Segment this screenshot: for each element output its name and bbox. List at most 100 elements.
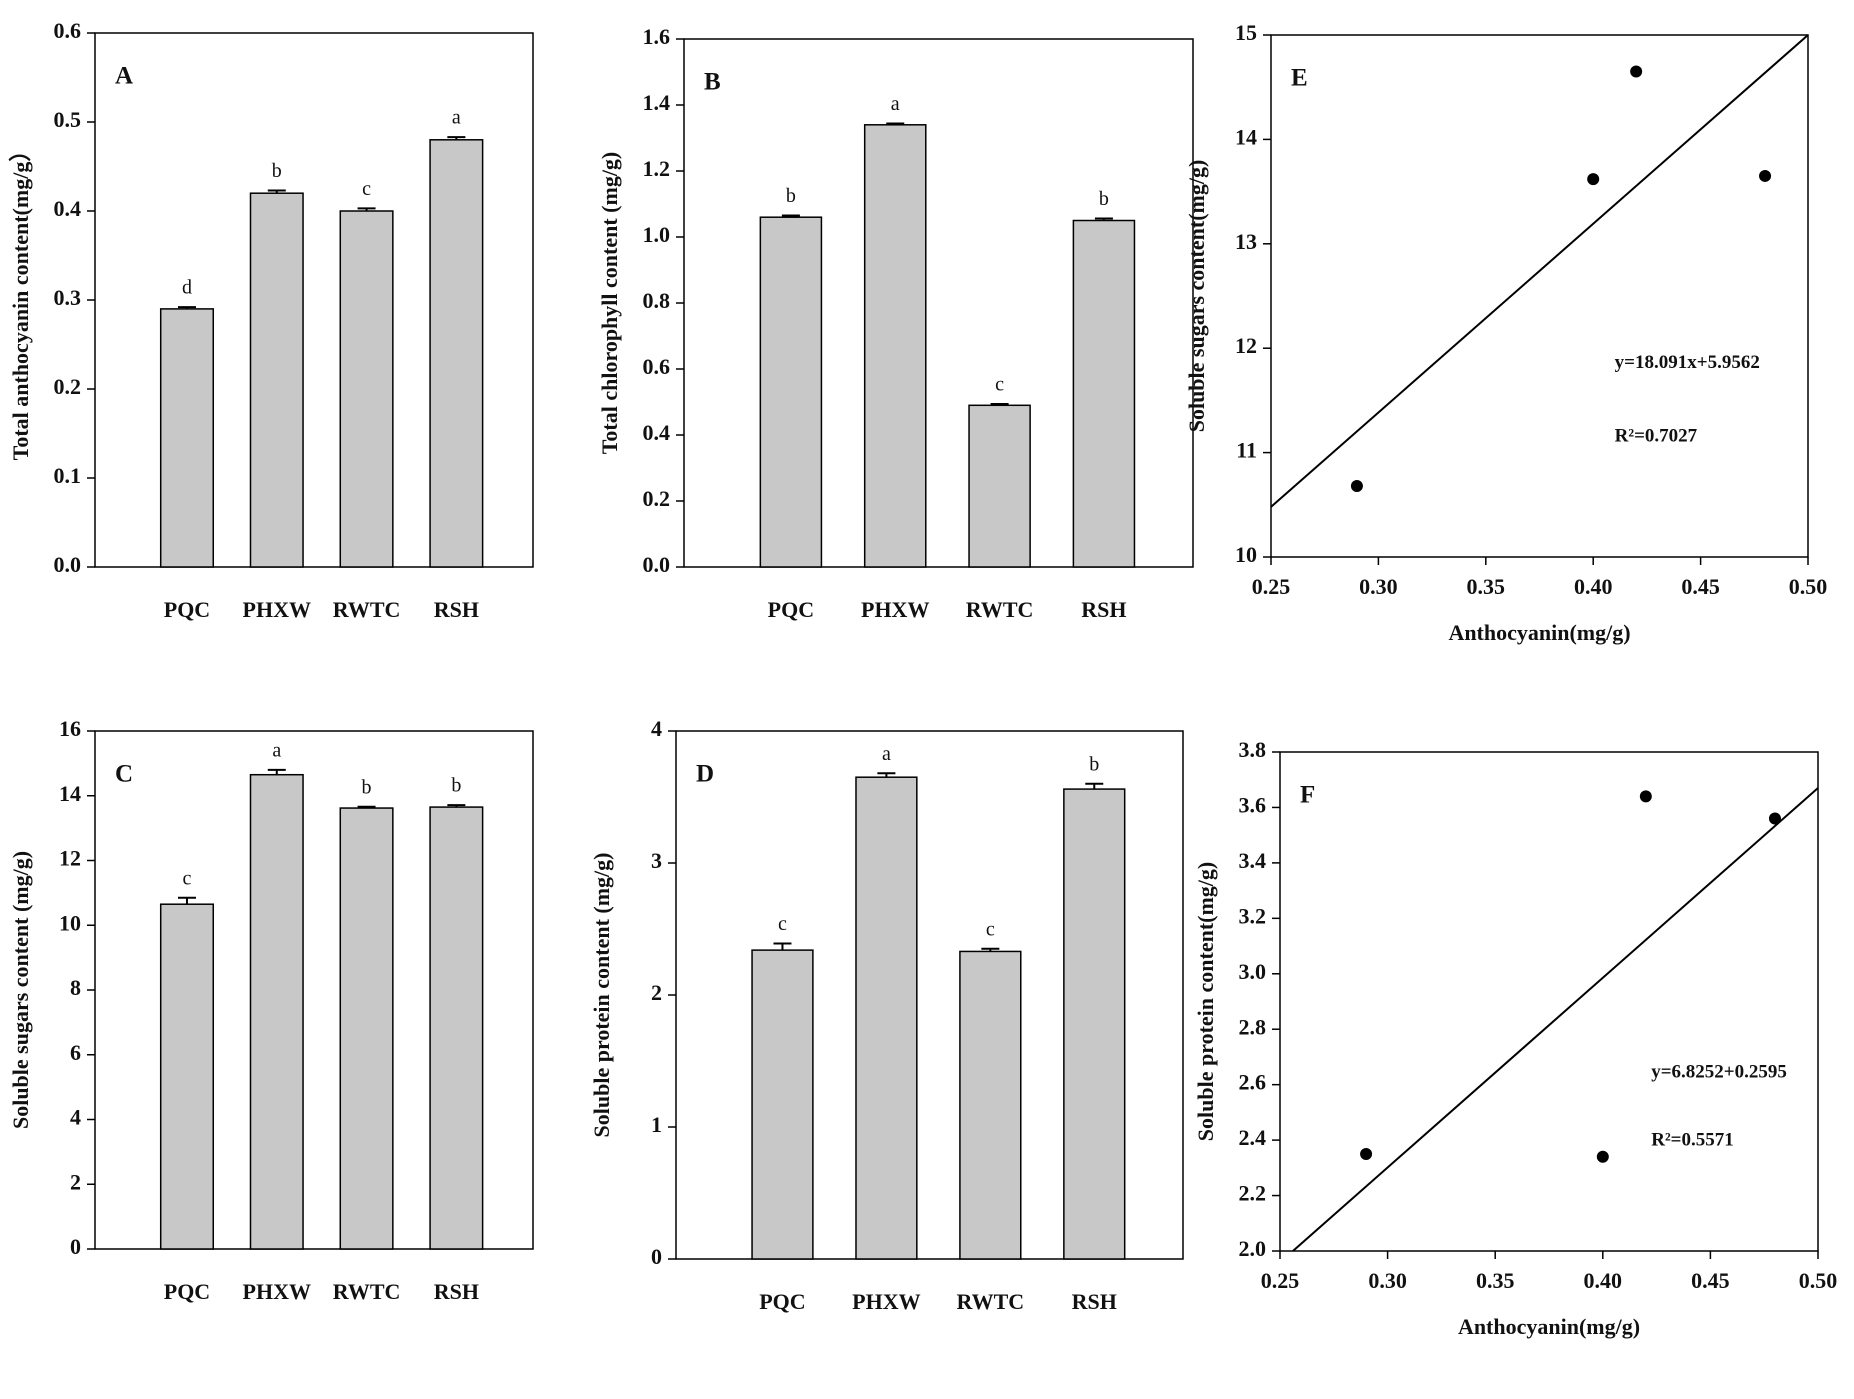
bar (429, 806, 484, 1250)
r-squared: R²=0.7027 (1615, 425, 1698, 446)
y-tick-label: 1.4 (643, 90, 671, 115)
bar (751, 949, 814, 1260)
y-tick-label: 2.6 (1239, 1070, 1267, 1095)
trend-line (1270, 34, 1809, 508)
significance-letter: c (778, 913, 787, 935)
y-tick-label: 2.4 (1239, 1125, 1267, 1150)
y-tick-label: 0.4 (54, 196, 82, 221)
bar (863, 124, 927, 568)
y-tick-label: 2.8 (1239, 1014, 1267, 1039)
y-axis-title: Soluble protein content(mg/g) (1193, 862, 1218, 1141)
error-bar (267, 189, 286, 194)
y-tick-label: 13 (1235, 229, 1257, 254)
y-tick-label: 11 (1236, 438, 1257, 463)
x-tick-label: 0.25 (1261, 1268, 1300, 1293)
bar (249, 192, 304, 568)
significance-letter: a (882, 743, 891, 765)
error-bar (177, 306, 196, 309)
r-squared: R²=0.5571 (1651, 1130, 1734, 1151)
data-point (1360, 1147, 1373, 1160)
bar (855, 776, 918, 1260)
data-point (1768, 812, 1781, 825)
y-tick-label: 10 (59, 910, 81, 935)
bar (339, 807, 394, 1250)
significance-letter: b (362, 776, 372, 798)
x-tick-label: RWTC (966, 597, 1034, 622)
significance-letter: d (182, 277, 192, 299)
plot-frame (1270, 34, 1809, 558)
y-axis-title: Soluble sugars content(mg/g) (1184, 160, 1209, 433)
y-tick-label: 0.6 (643, 354, 671, 379)
data-point (1587, 173, 1600, 186)
y-tick-label: 1.6 (643, 24, 671, 49)
significance-letter: c (183, 867, 192, 889)
y-axis-title: Soluble protein content (mg/g) (589, 853, 614, 1138)
data-point (1596, 1150, 1609, 1163)
significance-letter: b (272, 160, 282, 182)
bar (759, 216, 823, 568)
y-tick-label: 0.5 (54, 107, 82, 132)
plot-frame (1279, 751, 1819, 1252)
significance-letter: b (786, 185, 796, 207)
bar (1063, 788, 1126, 1260)
y-tick-label: 0.3 (54, 285, 82, 310)
x-tick-label: 0.40 (1584, 1268, 1623, 1293)
data-point (1630, 65, 1643, 78)
y-tick-label: 12 (59, 846, 81, 871)
panel-label: A (115, 63, 133, 90)
x-tick-label: PQC (164, 1279, 210, 1304)
error-bar (357, 207, 376, 211)
y-tick-label: 10 (1235, 542, 1257, 567)
x-tick-label: RWTC (333, 597, 401, 622)
x-tick-label: PQC (164, 597, 210, 622)
data-point (1350, 480, 1363, 493)
x-axis-title: Anthocyanin(mg/g) (1448, 620, 1630, 645)
data-point (1759, 169, 1772, 182)
x-tick-label: PHXW (243, 1279, 311, 1304)
x-tick-label: PHXW (243, 597, 311, 622)
bar (1072, 219, 1136, 568)
significance-letter: c (995, 374, 1004, 396)
regression-equation: y=6.8252+0.2595 (1651, 1062, 1787, 1083)
y-axis-title: Total anthocyanin content(mg/g） (8, 140, 33, 461)
y-tick-label: 3.0 (1239, 959, 1267, 984)
y-tick-label: 0 (70, 1234, 81, 1259)
y-tick-label: 0 (651, 1244, 662, 1269)
x-tick-label: RWTC (956, 1289, 1024, 1314)
x-tick-label: 0.40 (1574, 574, 1613, 599)
y-tick-label: 1.2 (643, 156, 671, 181)
error-bar (447, 136, 466, 140)
significance-letter: b (1089, 753, 1099, 775)
error-bar (177, 896, 196, 905)
bar (159, 903, 215, 1250)
y-tick-label: 0.8 (643, 288, 671, 313)
panel-label: E (1291, 65, 1308, 92)
x-tick-label: RSH (434, 597, 479, 622)
y-tick-label: 12 (1235, 333, 1257, 358)
y-tick-label: 0.0 (54, 552, 82, 577)
bar (429, 139, 484, 568)
trend-line (1292, 787, 1819, 1252)
regression-equation: y=18.091x+5.9562 (1615, 352, 1760, 373)
y-tick-label: 0.6 (54, 18, 82, 43)
y-tick-label: 2 (70, 1169, 81, 1194)
bar (959, 950, 1022, 1260)
error-bar (1094, 217, 1113, 221)
error-bar (267, 768, 286, 775)
y-tick-label: 15 (1235, 20, 1257, 45)
y-tick-label: 0.2 (643, 486, 671, 511)
x-tick-label: 0.50 (1789, 574, 1828, 599)
panel-label: F (1300, 782, 1315, 809)
error-bar (781, 214, 800, 218)
y-tick-label: 14 (59, 781, 81, 806)
error-bar (877, 772, 896, 778)
x-axis-title: Anthocyanin(mg/g) (1458, 1314, 1640, 1339)
significance-letter: a (452, 107, 461, 129)
significance-letter: b (1099, 188, 1109, 210)
error-bar (886, 122, 905, 125)
x-tick-label: 0.35 (1467, 574, 1506, 599)
significance-letter: b (451, 775, 461, 797)
x-tick-label: RSH (1072, 1289, 1117, 1314)
significance-letter: a (891, 93, 900, 115)
